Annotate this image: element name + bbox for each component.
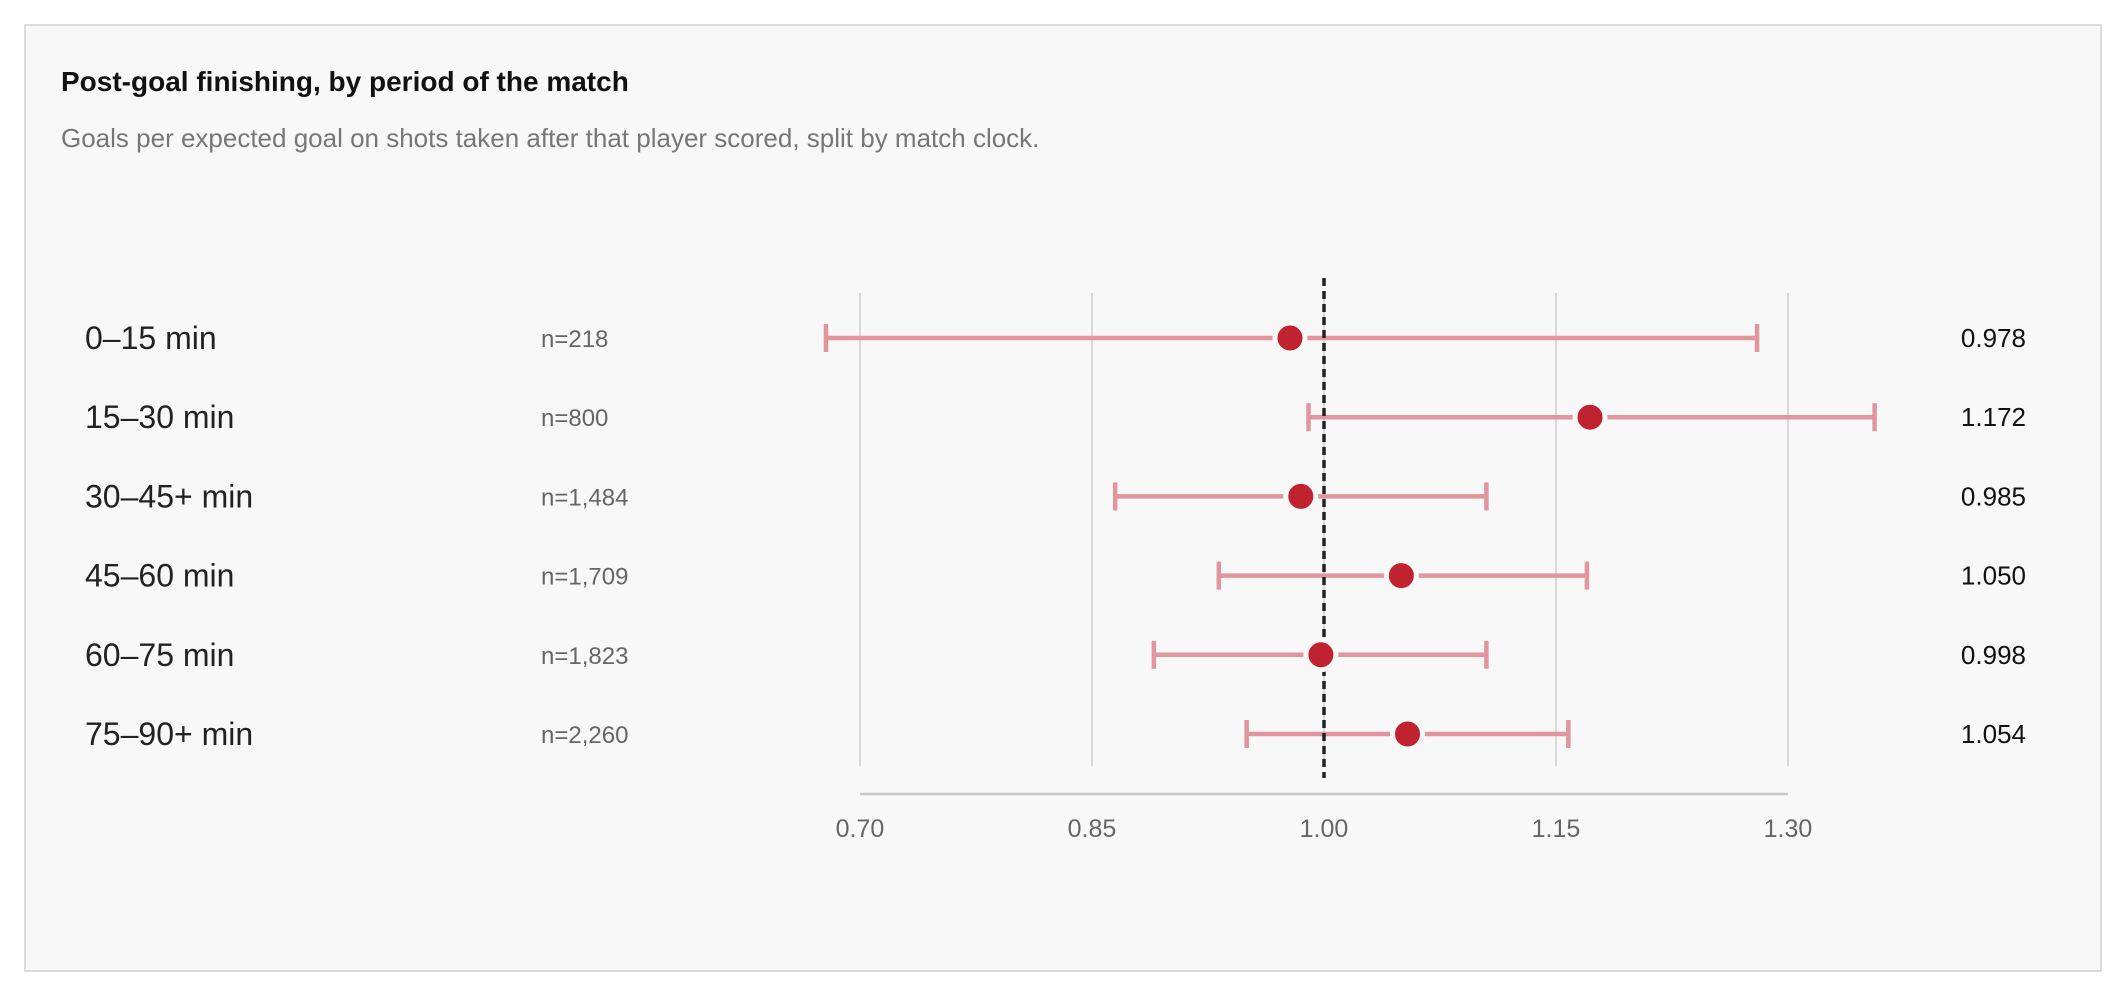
row-sample-size: n=1,484 <box>541 484 628 511</box>
row-sample-size: n=1,823 <box>541 643 628 670</box>
point-estimate <box>1390 716 1426 752</box>
row-value-label: 0.998 <box>1961 640 2026 670</box>
row-sample-size: n=800 <box>541 405 608 432</box>
chart-card <box>24 24 2102 972</box>
x-tick-label: 1.00 <box>1300 815 1349 843</box>
row-sample-size: n=218 <box>541 326 608 353</box>
row-value-label: 1.050 <box>1961 561 2026 591</box>
chart-title: Post-goal finishing, by period of the ma… <box>61 66 629 97</box>
point-layer <box>1272 320 1608 752</box>
row-sample-size: n=1,709 <box>541 564 628 591</box>
point-estimate <box>1303 637 1339 673</box>
row-label: 30–45+ min <box>85 478 253 514</box>
row-sample-size: n=2,260 <box>541 722 628 749</box>
point-estimate <box>1272 320 1308 356</box>
row-value-label: 1.172 <box>1961 402 2026 432</box>
row-value-label: 0.985 <box>1961 481 2026 511</box>
x-tick-label: 1.30 <box>1764 815 1813 843</box>
row-label: 75–90+ min <box>85 716 253 752</box>
x-tick-label: 0.70 <box>836 815 885 843</box>
row-label: 45–60 min <box>85 558 234 594</box>
row-value-label: 0.978 <box>1961 323 2026 353</box>
point-estimate <box>1283 478 1319 514</box>
label-layer: 0–15 min n=218 0.978 15–30 min n=800 1.172 30–… <box>85 320 2026 752</box>
row-value-label: 1.054 <box>1961 719 2026 749</box>
point-estimate <box>1572 399 1608 435</box>
chart-subtitle: Goals per expected goal on shots taken a… <box>61 123 1040 153</box>
row-label: 60–75 min <box>85 637 234 673</box>
x-tick-label: 1.15 <box>1532 815 1581 843</box>
row-label: 0–15 min <box>85 320 217 356</box>
interval-layer <box>823 324 1877 748</box>
x-tick-label: 0.85 <box>1068 815 1117 843</box>
row-label: 15–30 min <box>85 399 234 435</box>
x-axis: 0.70 0.85 1.00 1.15 1.30 <box>836 792 1813 843</box>
point-estimate <box>1383 558 1419 594</box>
